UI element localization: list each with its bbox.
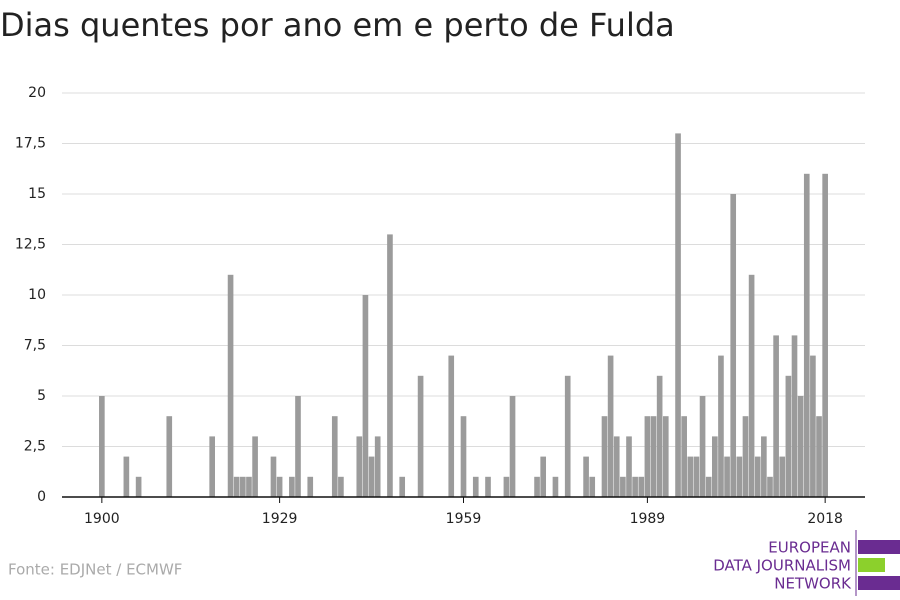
- logo-bar: [858, 576, 900, 590]
- bar: [368, 456, 375, 497]
- bar: [810, 355, 816, 497]
- bar: [307, 476, 314, 497]
- bar: [620, 476, 626, 497]
- bar: [540, 456, 547, 497]
- bar: [767, 476, 773, 497]
- bar: [448, 355, 455, 497]
- bar: [601, 416, 608, 497]
- bar: [240, 476, 246, 497]
- logo-text: DATA JOURNALISM: [713, 557, 851, 575]
- y-tick-label: 0: [37, 489, 46, 505]
- bar: [712, 436, 718, 497]
- bar: [754, 456, 761, 497]
- bar: [742, 416, 749, 497]
- bar: [485, 476, 491, 497]
- y-tick-label: 15: [28, 186, 46, 202]
- y-tick-label: 2,5: [24, 439, 46, 455]
- bar: [705, 476, 712, 497]
- bar: [638, 476, 645, 497]
- bar: [503, 476, 510, 497]
- bar: [626, 436, 632, 497]
- y-tick-label: 20: [28, 85, 46, 101]
- x-tick-label: 1929: [262, 511, 298, 527]
- bar: [166, 416, 173, 497]
- bar: [552, 476, 559, 497]
- bar: [99, 396, 105, 497]
- bar: [289, 476, 295, 497]
- y-tick-label: 10: [28, 287, 46, 303]
- bar: [816, 416, 822, 497]
- bar: [534, 476, 540, 497]
- bar: [773, 335, 779, 497]
- bar: [233, 476, 240, 497]
- bar: [681, 416, 687, 497]
- bar: [748, 274, 755, 497]
- bar: [803, 173, 810, 498]
- bar: [227, 274, 234, 497]
- bar: [252, 436, 258, 497]
- bar: [270, 456, 277, 497]
- bar: [693, 456, 700, 497]
- bar: [209, 436, 215, 497]
- bar: [460, 416, 467, 497]
- bar: [338, 476, 344, 497]
- bar: [374, 436, 381, 497]
- bar: [246, 476, 252, 497]
- bar: [331, 416, 338, 497]
- bar: [632, 476, 638, 497]
- bar: [779, 456, 786, 497]
- bar: [699, 396, 706, 497]
- bar: [564, 375, 571, 497]
- source: Fonte: EDJNet / ECMWF: [8, 561, 182, 579]
- bar: [761, 436, 767, 497]
- bar: [785, 375, 792, 497]
- logo: EUROPEAN DATA JOURNALISM NETWORK: [713, 530, 900, 596]
- bar: [822, 173, 828, 498]
- bar: [356, 436, 363, 497]
- bar: [656, 375, 663, 497]
- logo-text: EUROPEAN: [768, 539, 851, 557]
- bar: [687, 456, 694, 497]
- x-tick-label: 1959: [446, 511, 482, 527]
- bar: [724, 456, 730, 497]
- bar: [613, 436, 620, 497]
- bar: [135, 476, 142, 497]
- bar: [675, 133, 681, 497]
- logo-bar: [858, 558, 885, 572]
- bar: [650, 416, 657, 497]
- bar: [399, 476, 406, 497]
- y-tick-label: 5: [37, 388, 46, 404]
- bar: [417, 375, 424, 497]
- x-tick-label: 1900: [84, 511, 120, 527]
- bar: [791, 335, 798, 497]
- logo-text: NETWORK: [774, 575, 852, 593]
- y-tick-label: 17,5: [15, 136, 46, 152]
- bar: [718, 355, 724, 497]
- bar: [276, 476, 283, 497]
- bar: [509, 396, 516, 497]
- bar: [472, 476, 479, 497]
- chart-title: Dias quentes por ano em e perto de Fulda: [0, 6, 675, 44]
- y-tick-label: 12,5: [15, 237, 46, 253]
- logo-bar: [858, 540, 900, 554]
- bar: [730, 194, 737, 497]
- x-tick-label: 2018: [807, 511, 843, 527]
- bar: [797, 396, 804, 497]
- bar: [123, 456, 130, 497]
- bar: [607, 355, 614, 497]
- x-tick-label: 1989: [630, 511, 666, 527]
- bar: [362, 295, 369, 497]
- bar: [589, 476, 596, 497]
- bar: [295, 396, 301, 497]
- bar: [387, 234, 393, 497]
- y-tick-label: 7,5: [24, 338, 46, 354]
- bar: [583, 456, 589, 497]
- bar: [662, 416, 669, 497]
- bar: [644, 416, 651, 497]
- bar: [736, 456, 743, 497]
